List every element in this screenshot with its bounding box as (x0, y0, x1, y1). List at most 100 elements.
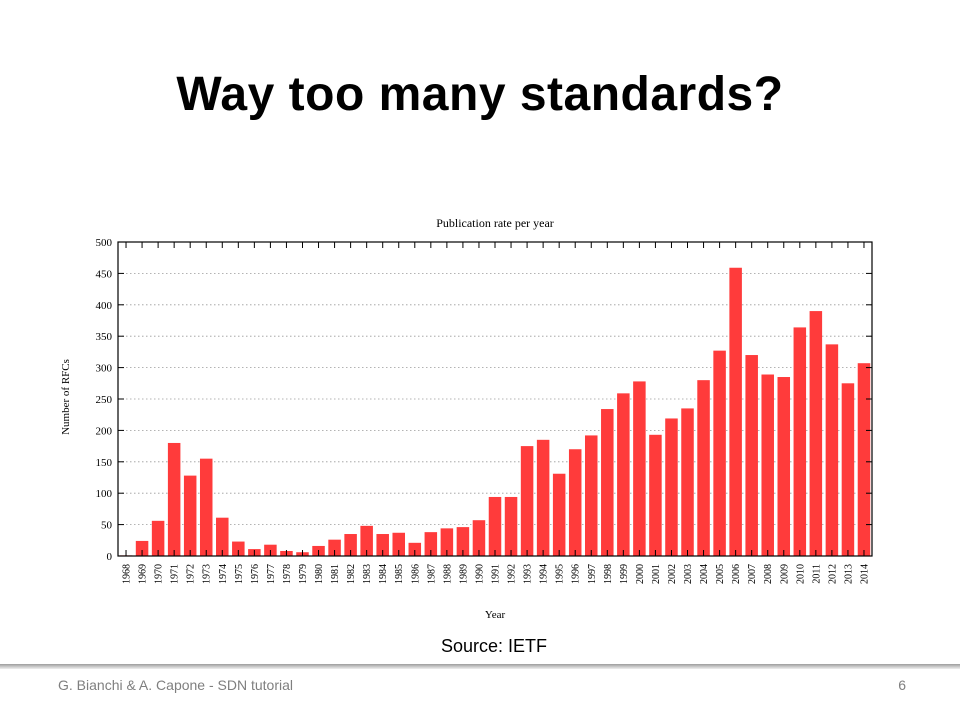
bar-1999 (617, 393, 630, 556)
y-tick-label: 50 (101, 520, 113, 532)
bar-1993 (520, 446, 534, 556)
x-tick-label: 1999 (619, 564, 630, 584)
x-tick-label: 1998 (603, 564, 614, 584)
x-tick-label: 1980 (314, 564, 325, 584)
bar-1995 (552, 473, 566, 556)
bar-1981 (328, 539, 341, 556)
y-tick-label: 450 (96, 268, 113, 280)
bar-1997 (584, 435, 598, 556)
x-tick-label: 1984 (378, 564, 389, 584)
x-tick-label: 2003 (683, 564, 694, 584)
bar-1990 (472, 520, 486, 556)
x-tick-label: 2004 (699, 564, 710, 584)
bar-1989 (456, 527, 470, 556)
x-tick-label: 1985 (394, 564, 405, 584)
x-tick-label: 2013 (843, 564, 854, 584)
bar-1992 (504, 496, 518, 556)
bar-1996 (568, 449, 582, 556)
x-tick-label: 1997 (587, 564, 598, 584)
x-tick-label: 1970 (154, 564, 165, 584)
bar-2005 (713, 350, 726, 556)
y-tick-label: 350 (96, 331, 113, 343)
x-tick-label: 2011 (811, 564, 822, 584)
bar-1975 (232, 541, 245, 556)
bar-1974 (216, 517, 229, 556)
x-tick-label: 2014 (859, 564, 870, 584)
x-tick-label: 2008 (763, 564, 774, 584)
bar-2000 (633, 381, 646, 556)
x-tick-label: 1982 (346, 564, 357, 584)
y-tick-label: 150 (96, 457, 113, 469)
grid-lines (118, 273, 872, 526)
x-tick-label: 1978 (282, 564, 293, 584)
bar-2009 (777, 377, 791, 556)
x-tick-label: 1994 (539, 564, 550, 584)
x-tick-label: 1977 (266, 564, 277, 584)
y-tick-labels: 0 50 100 150 200 250 300 350 400 450 500 (96, 237, 113, 563)
x-tick-labels: 1968 1969 1970 1971 1972 1973 1974 1975 1976 1977… (122, 564, 871, 584)
bar-1973 (199, 458, 213, 556)
x-tick-label: 1987 (426, 564, 437, 584)
y-axis-label: Number of RFCs (60, 359, 72, 435)
x-tick-label: 1972 (186, 564, 197, 584)
chart-title: Publication rate per year (436, 216, 554, 230)
bar-1987 (424, 532, 438, 556)
bar-1970 (151, 520, 165, 556)
y-tick-label: 200 (96, 425, 113, 437)
x-tick-label: 1989 (458, 564, 469, 584)
bar-1998 (601, 409, 614, 556)
source-note: Source: IETF (440, 636, 548, 656)
x-tick-label: 1976 (250, 564, 261, 584)
x-tick-label: 1975 (234, 564, 245, 584)
x-tick-label: 1971 (170, 564, 181, 584)
bar-2007 (745, 355, 758, 556)
bar-1985 (392, 532, 406, 556)
x-tick-label: 1983 (362, 564, 373, 584)
x-tick-label: 2002 (667, 564, 678, 584)
bar-1971 (167, 442, 181, 556)
x-tick-label: 1995 (555, 564, 566, 584)
bar-1988 (440, 528, 454, 556)
x-tick-label: 2012 (827, 564, 838, 584)
y-tick-label: 250 (96, 394, 113, 406)
x-tick-label: 1969 (138, 564, 149, 584)
rfc-publication-chart: Publication rate per year Number of RFCs… (60, 216, 873, 621)
bar-1983 (360, 525, 373, 556)
bar-1994 (536, 439, 550, 556)
bar-1984 (376, 534, 389, 556)
y-tick-label: 100 (96, 488, 113, 500)
footer-divider (0, 664, 960, 669)
x-tick-label: 1968 (122, 564, 133, 584)
bar-1982 (344, 534, 357, 556)
axes (117, 241, 873, 557)
bar-2001 (649, 434, 662, 556)
x-tick-label: 1986 (410, 564, 421, 584)
x-tick-label: 1974 (218, 564, 229, 584)
x-tick-label: 1981 (330, 564, 341, 584)
bar-2002 (665, 418, 678, 556)
bar-2013 (841, 383, 855, 556)
bar-2010 (793, 327, 807, 556)
bar-1972 (183, 475, 197, 556)
bar-2003 (681, 408, 694, 556)
x-tick-label: 1991 (491, 564, 502, 584)
x-axis-label: Year (485, 609, 506, 621)
x-tick-label: 2010 (795, 564, 806, 584)
x-tick-label: 2007 (747, 564, 758, 584)
y-tick-label: 400 (96, 300, 113, 312)
x-tick-label: 1988 (442, 564, 453, 584)
slide-title: Way too many standards? (176, 68, 784, 121)
bar-1986 (408, 542, 422, 556)
x-tick-label: 1979 (298, 564, 309, 584)
bar-2011 (809, 311, 823, 556)
x-tick-label: 2000 (635, 564, 646, 584)
bar-2004 (697, 380, 710, 556)
y-tick-label: 500 (96, 237, 113, 249)
x-tick-label: 1973 (202, 564, 213, 584)
bar-1969 (135, 540, 149, 556)
x-tick-label: 2005 (715, 564, 726, 584)
x-tick-label: 2006 (731, 564, 742, 584)
x-tick-label: 2001 (651, 564, 662, 584)
y-tick-label: 0 (107, 551, 113, 563)
